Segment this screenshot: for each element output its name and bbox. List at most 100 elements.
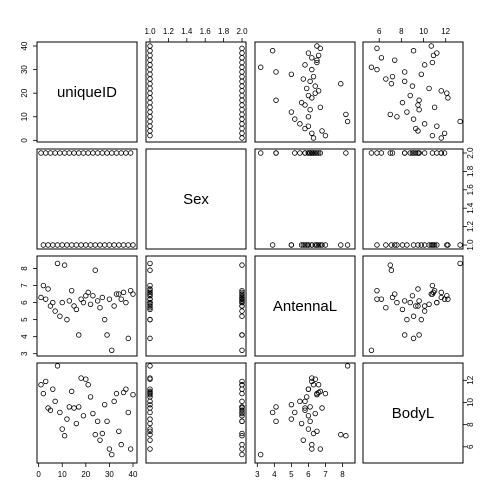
x-tick-label-Sex-0: 1.0: [144, 27, 156, 36]
point-BodyL-vs-Sex-9: [147, 426, 153, 432]
point-Sex-vs-BodyL-25: [383, 242, 389, 248]
point-BodyL-vs-Sex-34: [239, 441, 245, 448]
point-Sex-vs-AntennaL-30: [258, 150, 264, 156]
point-uniqueID-vs-BodyL-8: [410, 116, 417, 122]
point-uniqueID-vs-Sex-16: [239, 97, 245, 103]
point-BodyL-vs-AntennaL-25: [300, 437, 306, 443]
y-tick-label-Sex-1: 1.2: [466, 220, 475, 232]
point-uniqueID-vs-BodyL-38: [374, 45, 380, 52]
y-tick-label-AntennaL-4: 7: [20, 283, 29, 288]
point-BodyL-vs-uniqueID-20: [85, 382, 91, 388]
point-Sex-vs-BodyL-19: [444, 242, 450, 248]
point-Sex-vs-BodyL-28: [401, 150, 408, 156]
point-uniqueID-vs-Sex-29: [147, 66, 153, 73]
point-BodyL-vs-AntennaL-27: [288, 401, 295, 408]
y-tick-label-uniqueID-2: 20: [20, 88, 29, 97]
point-Sex-vs-AntennaL-23: [338, 242, 344, 248]
y-tick-label-uniqueID-3: 30: [20, 65, 29, 74]
point-AntennaL-vs-BodyL-21: [426, 301, 432, 307]
point-AntennaL-vs-uniqueID-34: [118, 296, 124, 302]
point-AntennaL-vs-uniqueID-3: [45, 286, 51, 292]
point-AntennaL-vs-Sex-22: [239, 293, 245, 299]
point-uniqueID-vs-AntennaL-35: [315, 52, 322, 59]
point-AntennaL-vs-BodyL-8: [410, 313, 417, 319]
point-AntennaL-vs-uniqueID-26: [99, 294, 106, 301]
point-BodyL-vs-Sex-23: [147, 431, 153, 438]
point-uniqueID-vs-BodyL-16: [416, 97, 422, 103]
point-BodyL-vs-uniqueID-12: [66, 404, 73, 410]
point-uniqueID-vs-Sex-26: [239, 73, 245, 80]
point-uniqueID-vs-Sex-0: [239, 135, 245, 141]
point-uniqueID-vs-Sex-22: [239, 83, 245, 89]
point-uniqueID-vs-AntennaL-18: [305, 92, 312, 99]
point-AntennaL-vs-BodyL-20: [438, 289, 444, 296]
point-BodyL-vs-Sex-25: [147, 437, 153, 443]
point-uniqueID-vs-AntennaL-24: [307, 78, 313, 85]
point-AntennaL-vs-Sex-36: [239, 299, 245, 306]
point-uniqueID-vs-AntennaL-34: [309, 55, 315, 61]
point-uniqueID-vs-BodyL-36: [434, 50, 440, 56]
point-Sex-vs-uniqueID-37: [125, 242, 131, 248]
point-BodyL-vs-uniqueID-35: [120, 389, 127, 396]
point-uniqueID-vs-Sex-10: [239, 111, 245, 118]
point-Sex-vs-BodyL-37: [410, 242, 417, 248]
point-BodyL-vs-uniqueID-33: [116, 428, 122, 434]
point-Sex-vs-uniqueID-19: [83, 242, 89, 248]
point-AntennaL-vs-BodyL-18: [407, 299, 413, 306]
point-AntennaL-vs-BodyL-7: [457, 260, 463, 267]
point-Sex-vs-AntennaL-15: [298, 242, 305, 248]
point-uniqueID-vs-Sex-6: [239, 121, 245, 127]
y-tick-label-BodyL-2: 10: [466, 397, 475, 406]
point-BodyL-vs-uniqueID-16: [76, 404, 82, 410]
point-Sex-vs-BodyL-6: [421, 150, 428, 156]
point-uniqueID-vs-AntennaL-36: [305, 50, 312, 56]
point-BodyL-vs-uniqueID-36: [123, 386, 129, 392]
point-uniqueID-vs-Sex-37: [147, 48, 153, 54]
y-tick-label-BodyL-0: 6: [466, 444, 475, 449]
point-AntennaL-vs-uniqueID-2: [43, 296, 49, 302]
point-AntennaL-vs-Sex-8: [239, 313, 245, 319]
point-Sex-vs-AntennaL-36: [305, 150, 312, 156]
point-BodyL-vs-Sex-33: [147, 428, 153, 434]
point-Sex-vs-AntennaL-22: [312, 150, 318, 156]
point-uniqueID-vs-BodyL-28: [401, 69, 408, 75]
point-uniqueID-vs-BodyL-25: [383, 76, 389, 82]
point-BodyL-vs-Sex-28: [239, 418, 245, 425]
point-BodyL-vs-uniqueID-2: [43, 378, 49, 385]
point-BodyL-vs-AntennaL-6: [297, 398, 303, 405]
point-Sex-vs-uniqueID-33: [116, 242, 122, 248]
point-uniqueID-vs-Sex-24: [239, 78, 245, 85]
point-Sex-vs-uniqueID-24: [94, 150, 101, 156]
point-Sex-vs-AntennaL-8: [292, 150, 298, 156]
point-uniqueID-vs-AntennaL-9: [305, 114, 312, 120]
point-uniqueID-vs-AntennaL-12: [307, 106, 313, 113]
point-uniqueID-vs-BodyL-6: [421, 121, 428, 127]
point-BodyL-vs-Sex-26: [239, 430, 245, 437]
point-AntennaL-vs-BodyL-39: [428, 291, 434, 297]
diagonal-label-Sex: Sex: [183, 191, 209, 208]
point-AntennaL-vs-BodyL-3: [415, 286, 421, 292]
x-tick-label-BodyL-1: 8: [399, 27, 404, 36]
point-uniqueID-vs-Sex-25: [147, 76, 153, 82]
point-BodyL-vs-Sex-5: [147, 386, 153, 392]
y-tick-label-AntennaL-0: 3: [20, 351, 29, 356]
point-uniqueID-vs-Sex-19: [147, 90, 153, 96]
point-BodyL-vs-uniqueID-38: [127, 446, 134, 452]
point-Sex-vs-BodyL-18: [407, 150, 413, 156]
point-BodyL-vs-Sex-37: [147, 409, 153, 416]
point-Sex-vs-AntennaL-1: [322, 242, 329, 248]
point-AntennaL-vs-uniqueID-1: [40, 282, 47, 289]
y-tick-label-uniqueID-1: 10: [20, 112, 29, 121]
point-AntennaL-vs-BodyL-14: [415, 303, 421, 309]
point-Sex-vs-AntennaL-37: [269, 242, 276, 248]
point-Sex-vs-AntennaL-25: [300, 242, 306, 248]
point-Sex-vs-uniqueID-26: [99, 150, 106, 156]
point-AntennaL-vs-Sex-35: [147, 289, 153, 296]
point-AntennaL-vs-uniqueID-20: [85, 289, 91, 296]
point-uniqueID-vs-BodyL-0: [438, 135, 444, 141]
point-BodyL-vs-AntennaL-15: [298, 420, 305, 427]
point-uniqueID-vs-BodyL-26: [389, 73, 396, 80]
point-Sex-vs-AntennaL-35: [315, 242, 322, 248]
x-tick-label-Sex-1: 1.2: [163, 27, 175, 36]
y-tick-label-Sex-3: 1.6: [466, 184, 475, 196]
